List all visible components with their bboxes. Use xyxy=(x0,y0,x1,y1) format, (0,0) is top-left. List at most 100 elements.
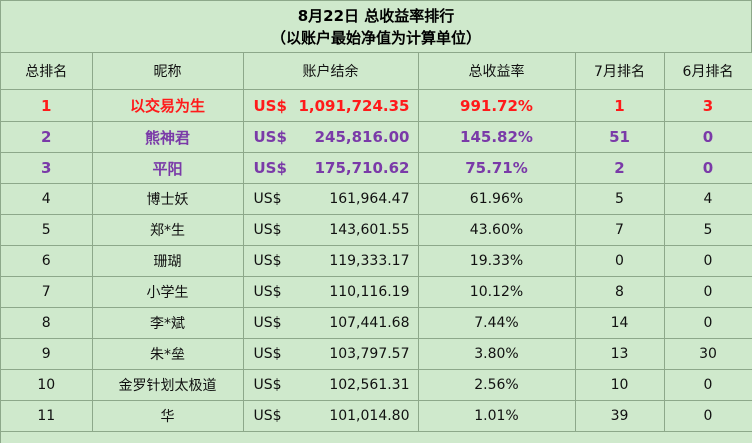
total-return-cell: 7.44% xyxy=(418,307,576,339)
total-return-cell: 61.96% xyxy=(418,183,576,215)
nickname-cell: 华 xyxy=(92,400,244,432)
balance-cell: US$ 101,014.80 xyxy=(243,400,419,432)
currency-label: US$ xyxy=(253,159,287,177)
balance-cell: US$ 175,710.62 xyxy=(243,152,419,184)
june-rank-cell: 30 xyxy=(664,338,752,370)
table-row: 4 博士妖 US$ 161,964.47 61.96% 5 4 xyxy=(1,183,752,215)
balance-cell: US$ 161,964.47 xyxy=(243,183,419,215)
june-rank-cell: 4 xyxy=(664,183,752,215)
table-row: 11 华 US$ 101,014.80 1.01% 39 0 xyxy=(1,400,752,432)
title-line-2: （以账户最始净值为计算单位） xyxy=(270,28,481,47)
rank-cell: 4 xyxy=(1,183,93,215)
header-june-rank: 6月排名 xyxy=(664,53,752,90)
july-rank-cell: 5 xyxy=(575,183,665,215)
july-rank-cell: 7 xyxy=(575,214,665,246)
table-row: 3 平阳 US$ 175,710.62 75.71% 2 0 xyxy=(1,152,752,184)
june-rank-cell: 5 xyxy=(664,214,752,246)
currency-label: US$ xyxy=(253,284,282,300)
nickname-cell: 平阳 xyxy=(92,152,244,184)
june-rank-cell: 0 xyxy=(664,276,752,308)
table-row: 6 珊瑚 US$ 119,333.17 19.33% 0 0 xyxy=(1,245,752,277)
header-july-rank: 7月排名 xyxy=(575,53,665,90)
july-rank-cell: 13 xyxy=(575,338,665,370)
rank-cell: 1 xyxy=(1,89,93,122)
rank-cell: 11 xyxy=(1,400,93,432)
balance-amount: 143,601.55 xyxy=(329,222,410,238)
june-rank-cell: 0 xyxy=(664,245,752,277)
currency-label: US$ xyxy=(253,191,282,207)
currency-label: US$ xyxy=(253,128,287,146)
total-return-cell: 19.33% xyxy=(418,245,576,277)
june-rank-cell: 0 xyxy=(664,400,752,432)
june-rank-cell: 0 xyxy=(664,121,752,153)
balance-amount: 107,441.68 xyxy=(329,315,410,331)
july-rank-cell: 8 xyxy=(575,276,665,308)
june-rank-cell: 0 xyxy=(664,369,752,401)
balance-amount: 175,710.62 xyxy=(314,159,410,177)
june-rank-cell: 3 xyxy=(664,89,752,122)
table-row: 5 郑*生 US$ 143,601.55 43.60% 7 5 xyxy=(1,214,752,246)
balance-amount: 110,116.19 xyxy=(329,284,410,300)
table-row: 10 金罗针划太极道 US$ 102,561.31 2.56% 10 0 xyxy=(1,369,752,401)
rank-cell: 5 xyxy=(1,214,93,246)
june-rank-cell: 0 xyxy=(664,307,752,339)
nickname-cell: 熊神君 xyxy=(92,121,244,153)
currency-label: US$ xyxy=(253,346,282,362)
currency-label: US$ xyxy=(253,253,282,269)
balance-cell: US$ 110,116.19 xyxy=(243,276,419,308)
table-row: 8 李*斌 US$ 107,441.68 7.44% 14 0 xyxy=(1,307,752,339)
total-return-cell: 2.56% xyxy=(418,369,576,401)
july-rank-cell: 39 xyxy=(575,400,665,432)
july-rank-cell: 10 xyxy=(575,369,665,401)
rank-cell: 6 xyxy=(1,245,93,277)
header-nickname: 昵称 xyxy=(92,53,244,90)
header-balance: 账户结余 xyxy=(243,53,419,90)
balance-amount: 119,333.17 xyxy=(329,253,410,269)
balance-cell: US$ 107,441.68 xyxy=(243,307,419,339)
july-rank-cell: 2 xyxy=(575,152,665,184)
nickname-cell: 金罗针划太极道 xyxy=(92,369,244,401)
july-rank-cell: 1 xyxy=(575,89,665,122)
table-header-row: 总排名 昵称 账户结余 总收益率 7月排名 6月排名 xyxy=(1,53,752,90)
balance-amount: 245,816.00 xyxy=(314,128,410,146)
rank-cell: 9 xyxy=(1,338,93,370)
rank-cell: 3 xyxy=(1,152,93,184)
balance-cell: US$ 245,816.00 xyxy=(243,121,419,153)
balance-cell: US$ 119,333.17 xyxy=(243,245,419,277)
july-rank-cell: 0 xyxy=(575,245,665,277)
currency-label: US$ xyxy=(253,96,287,115)
total-return-cell: 75.71% xyxy=(418,152,576,184)
table-row: 7 小学生 US$ 110,116.19 10.12% 8 0 xyxy=(1,276,752,308)
balance-amount: 1,091,724.35 xyxy=(298,96,410,115)
total-return-cell: 43.60% xyxy=(418,214,576,246)
july-rank-cell: 51 xyxy=(575,121,665,153)
header-total-return: 总收益率 xyxy=(418,53,576,90)
nickname-cell: 以交易为生 xyxy=(92,89,244,122)
nickname-cell: 朱*垒 xyxy=(92,338,244,370)
nickname-cell: 珊瑚 xyxy=(92,245,244,277)
balance-amount: 101,014.80 xyxy=(329,408,410,424)
table-row: 1 以交易为生 US$ 1,091,724.35 991.72% 1 3 xyxy=(1,89,752,122)
currency-label: US$ xyxy=(253,315,282,331)
sheet-title: 8月22日 总收益率排行 （以账户最始净值为计算单位） xyxy=(1,1,752,53)
rank-cell: 2 xyxy=(1,121,93,153)
balance-cell: US$ 1,091,724.35 xyxy=(243,89,419,122)
balance-amount: 103,797.57 xyxy=(329,346,410,362)
balance-amount: 161,964.47 xyxy=(329,191,410,207)
ranking-table: 总排名 昵称 账户结余 总收益率 7月排名 6月排名 1 以交易为生 US$ 1,09… xyxy=(1,53,752,432)
rank-cell: 10 xyxy=(1,369,93,401)
nickname-cell: 小学生 xyxy=(92,276,244,308)
balance-cell: US$ 143,601.55 xyxy=(243,214,419,246)
title-line-1: 8月22日 总收益率排行 xyxy=(297,6,455,25)
currency-label: US$ xyxy=(253,408,282,424)
table-row: 9 朱*垒 US$ 103,797.57 3.80% 13 30 xyxy=(1,338,752,370)
header-rank: 总排名 xyxy=(1,53,93,90)
total-return-cell: 145.82% xyxy=(418,121,576,153)
balance-cell: US$ 103,797.57 xyxy=(243,338,419,370)
balance-cell: US$ 102,561.31 xyxy=(243,369,419,401)
rank-cell: 8 xyxy=(1,307,93,339)
total-return-cell: 3.80% xyxy=(418,338,576,370)
total-return-cell: 10.12% xyxy=(418,276,576,308)
table-row: 2 熊神君 US$ 245,816.00 145.82% 51 0 xyxy=(1,121,752,153)
